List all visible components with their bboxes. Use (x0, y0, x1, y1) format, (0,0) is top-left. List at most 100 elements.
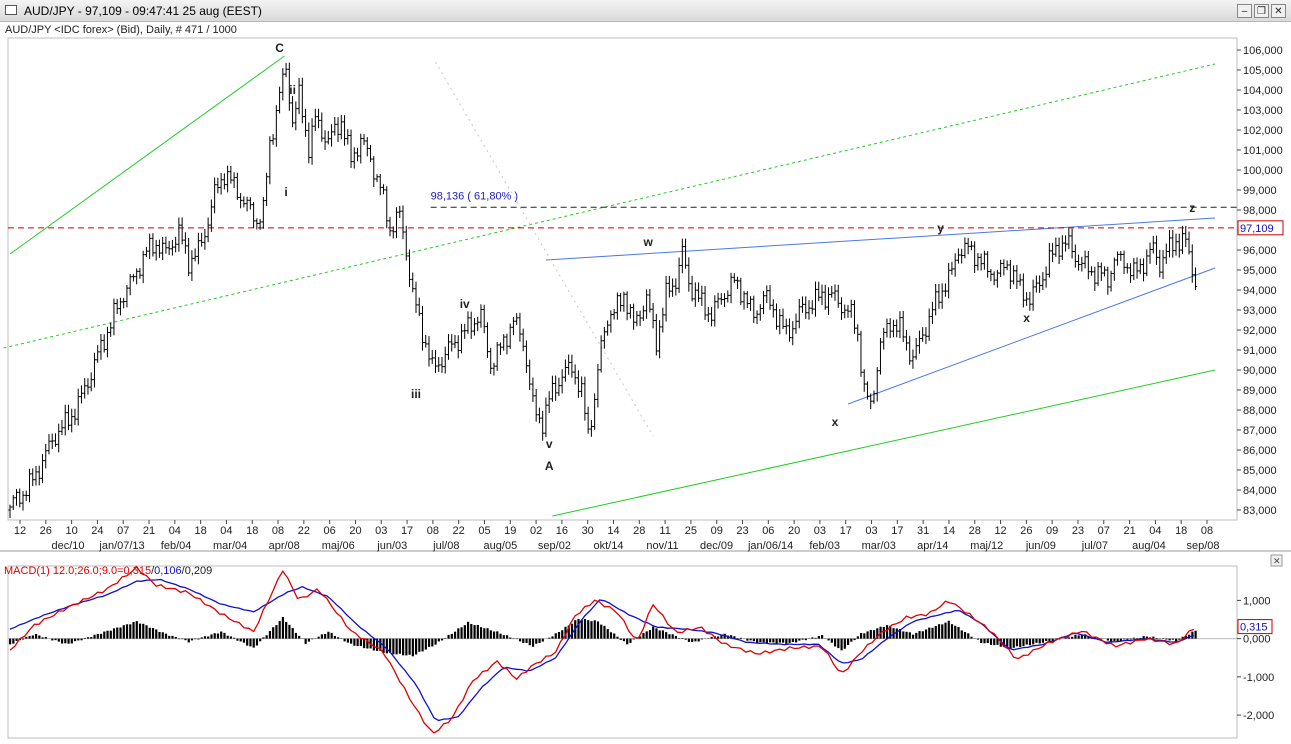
macd-hist-bar (304, 638, 307, 644)
minimize-button[interactable]: – (1237, 4, 1252, 18)
macd-hist-bar (25, 636, 28, 639)
restore-button[interactable]: ❐ (1254, 4, 1269, 18)
macd-hist-bar (733, 636, 736, 639)
x-month-label: okt/14 (593, 540, 623, 552)
macd-hist-bar (788, 638, 791, 643)
macd-hist-bar (1165, 638, 1168, 640)
macd-hist-bar (1119, 638, 1123, 642)
price-y-tick-label: 89,000 (1243, 385, 1277, 397)
x-day-label: 04 (1149, 525, 1161, 537)
macd-legend: MACD(1) 12.0;26.0;9.0=0,315/0,106/0,209 (4, 565, 212, 577)
macd-hist-bar (190, 638, 194, 641)
price-y-tick-label: 93,000 (1243, 305, 1277, 317)
x-day-label: 09 (1046, 525, 1058, 537)
macd-hist-bar (453, 631, 457, 639)
instrument-description: AUD/JPY <IDC forex> (Bid), Daily, # 471 … (5, 24, 237, 36)
x-day-label: 22 (298, 525, 310, 537)
macd-hist-bar (1152, 636, 1155, 639)
x-day-label: 28 (969, 525, 981, 537)
macd-hist-bar (905, 631, 908, 639)
macd-hist-bar (9, 638, 12, 645)
macd-hist-bar (350, 638, 353, 644)
macd-hist-bar (996, 638, 999, 645)
macd-hist-bar (470, 623, 473, 639)
x-day-label: 28 (633, 525, 645, 537)
macd-hist-bar (983, 638, 986, 644)
macd-hist-bar (837, 638, 840, 649)
macd-hist-bar (129, 624, 132, 639)
macd-hist-bar (872, 630, 876, 639)
macd-hist-bar (655, 628, 658, 639)
macd-hist-bar (272, 627, 275, 639)
macd-hist-bar (385, 638, 388, 654)
macd-hist-bar (99, 633, 103, 639)
macd-hist-bar (278, 620, 281, 639)
macd-hist-bar (236, 638, 239, 641)
x-day-label: 08 (272, 525, 284, 537)
macd-hist-bar (885, 625, 889, 639)
x-day-label: 17 (401, 525, 413, 537)
wave-label: A (545, 459, 554, 473)
price-y-tick-label: 96,000 (1243, 245, 1277, 257)
macd-hist-bar (759, 638, 762, 643)
macd-hist-bar (125, 624, 129, 639)
last-price-label: 97,109 (1240, 223, 1274, 235)
macd-hist-bar (411, 638, 414, 657)
macd-hist-bar (440, 638, 444, 641)
macd-hist-bar (593, 620, 596, 639)
macd-hist-bar (1022, 638, 1025, 647)
macd-hist-bar (700, 638, 704, 640)
macd-hist-bar (596, 621, 600, 639)
x-month-label: dec/09 (700, 540, 733, 552)
x-day-label: 24 (91, 525, 103, 537)
macd-hist-bar (1129, 638, 1132, 640)
panel-close-glyph: ✕ (1273, 556, 1281, 566)
title-bar[interactable]: AUD/JPY - 97,109 - 09:47:41 25 aug (EEST… (0, 0, 1291, 22)
macd-hist-bar (668, 634, 671, 639)
macd-hist-bar (765, 638, 768, 644)
x-day-label: 07 (1098, 525, 1110, 537)
macd-hist-bar (324, 634, 327, 639)
macd-hist-bar (645, 631, 648, 639)
macd-hist-bar (460, 627, 463, 639)
macd-hist-bar (431, 638, 434, 647)
macd-hist-bar (720, 634, 723, 639)
macd-hist-bar (434, 638, 437, 645)
macd-hist-bar (1080, 634, 1084, 639)
x-day-label: 19 (504, 525, 516, 537)
macd-hist-bar (41, 637, 44, 639)
macd-hist-bar (798, 638, 801, 641)
macd-hist-bar (1071, 636, 1074, 639)
macd-hist-bar (275, 625, 278, 639)
macd-hist-bar (112, 628, 116, 639)
macd-hist-bar (814, 637, 817, 639)
macd-hist-bar (463, 625, 466, 639)
macd-hist-bar (1012, 638, 1015, 648)
x-day-label: 17 (891, 525, 903, 537)
macd-hist-bar (691, 638, 694, 642)
macd-hist-bar (928, 627, 931, 639)
wave-label: iii (411, 387, 421, 401)
macd-hist-bar (535, 638, 538, 644)
lower-channel-line (552, 369, 1216, 517)
macd-hist-bar (863, 633, 866, 639)
x-day-label: 03 (814, 525, 826, 537)
macd-hist-bar (466, 621, 470, 639)
macd-hist-bar (749, 638, 752, 641)
macd-hist-bar (1171, 638, 1174, 640)
macd-hist-bar (457, 628, 460, 639)
panel-close-icon (1270, 554, 1283, 567)
wave-label: y (937, 221, 944, 235)
macd-hist-bar (288, 624, 291, 639)
macd-hist-bar (934, 626, 937, 639)
macd-hist-bar (772, 638, 775, 643)
macd-hist-bar (674, 635, 678, 639)
macd-hist-bar (226, 635, 229, 639)
macd-hist-bar (366, 638, 369, 649)
macd-hist-bar (28, 636, 31, 639)
macd-hist-bar (876, 628, 879, 639)
close-button[interactable]: ✕ (1271, 4, 1286, 18)
macd-hist-bar (580, 619, 583, 639)
